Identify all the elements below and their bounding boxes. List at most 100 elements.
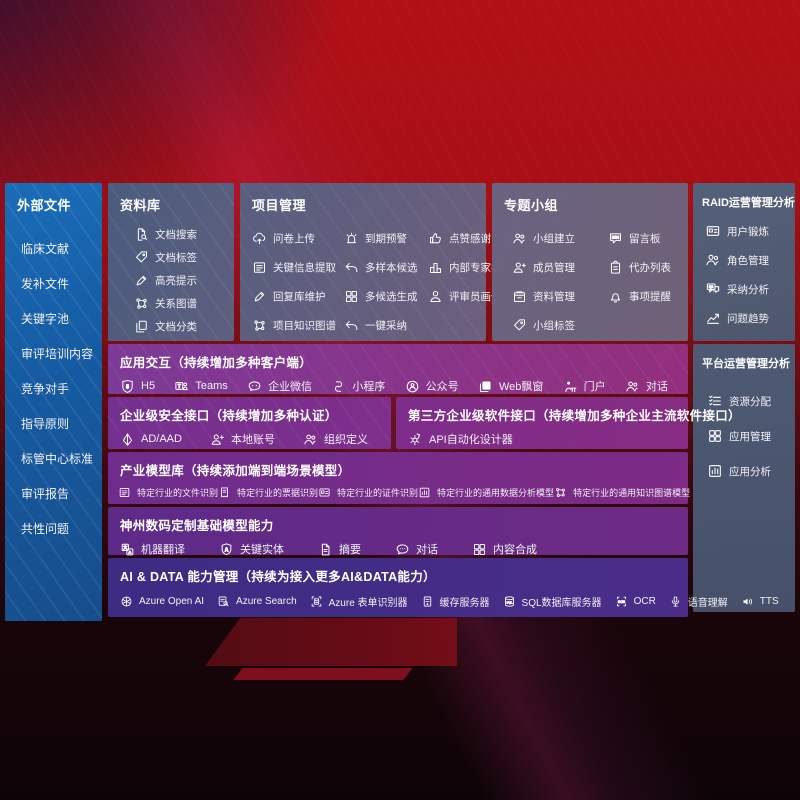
interaction-item: 企业微信 [247,378,312,394]
base-model-item: 机器翻译 [120,541,185,557]
portal-icon [563,379,578,394]
project-item: 项目知识图谱 [252,311,344,340]
raid-item: 问题趋势 [705,310,791,326]
project-item: 评审员画像 [428,282,502,311]
group-icon [705,252,721,268]
data-model-icon [418,486,431,499]
thirdparty-interface-list: API自动化设计器 [396,424,688,447]
security-item: 本地账号 [210,431,275,447]
raid-item: 用户锻炼 [705,223,791,239]
thirdparty-interface-title: 第三方企业级软件接口（持续增加多种企业主流软件接口） [408,409,741,423]
org-define-icon [303,432,318,447]
library-item: 文档搜索 [134,227,228,242]
tts-icon [741,595,754,608]
ai-data-title: AI & DATA 能力管理（持续为接入更多AI&DATA能力） [120,570,436,584]
library-item: 文档标签 [134,250,228,265]
project-management-grid: 问卷上传 关键信息提取 回复库维护 项目知识图谱 [240,214,512,348]
member-add-icon [512,260,527,275]
cloud-upload-icon [252,231,267,246]
teams-icon [174,379,189,394]
highlight-pen-icon [134,273,149,288]
highlight-pen-icon [252,289,267,304]
project-item: 一键采纳 [344,311,428,340]
external-file-item: 共性问题 [21,522,70,536]
ai-data-list: Azure Open AI Azure Search Azure 表单识别器 缓… [108,585,779,609]
thumbs-up-icon [428,231,443,246]
external-file-item: 标管中心标准 [21,452,94,466]
tag-icon [134,250,149,265]
ad-aad-icon [120,432,135,447]
document-search-icon [134,227,149,242]
h5-icon [120,379,135,394]
person-icon [428,289,443,304]
bell-icon [608,289,623,304]
industry-model-item: 特定行业的票据识别 [218,486,318,499]
ai-data-item: 语音理解 [669,594,728,609]
local-account-icon [210,432,225,447]
receipt-icon [218,486,231,499]
group-item: 小组建立 [512,224,608,253]
panel-topic-groups: 专题小组 小组建立 成员管理 资料管理 [492,183,688,341]
project-item: 回复库维护 [252,282,344,311]
interaction-item: 对话 [625,378,668,394]
form-recognizer-icon [310,595,323,608]
industry-model-item: 特定行业的文件识别 [118,486,218,499]
row-ai-data: AI & DATA 能力管理（持续为接入更多AI&DATA能力） Azure O… [108,558,779,617]
cache-server-icon [421,595,434,608]
interaction-item: 门户 [563,378,606,394]
ai-data-item: OCR [615,595,656,608]
ai-data-item: TTS [741,595,779,608]
compose-grid-icon [472,542,487,557]
external-file-item: 发补文件 [21,277,70,291]
industry-model-item: 特定行业的证件识别 [318,486,418,499]
ai-data-item: SQL数据库服务器 [503,594,602,609]
ai-data-item: 缓存服务器 [421,594,490,609]
platform-item: 应用管理 [707,428,791,444]
external-files-title: 外部文件 [17,198,72,213]
base-model-item: 关键实体 [219,541,284,557]
reply-arrow-icon [344,260,359,275]
external-file-item: 审评培训内容 [21,347,94,361]
background-red-bar [233,668,413,680]
external-files-list: 临床文献 发补文件 关键字池 审评培训内容 竞争对手 [5,214,102,537]
thirdparty-item: API自动化设计器 [408,431,513,447]
api-designer-icon [408,432,423,447]
project-management-title: 项目管理 [252,198,307,213]
ai-data-item: Azure 表单识别器 [310,594,408,609]
document-library-title: 资料库 [120,198,161,213]
panel-raid-analysis: RAID运营管理分析 用户锻炼 角色管理 采纳分析 [693,183,795,341]
group-item: 成员管理 [512,253,608,282]
row-security-interface: 企业级安全接口（持续增加多种认证） AD/AAD 本地账号 组织定义 [108,397,391,449]
entity-shield-icon [219,542,234,557]
platform-item: 资源分配 [707,393,791,409]
group-item: 事项提醒 [608,282,692,311]
qa-chat-icon [705,281,721,297]
external-file-item: 竞争对手 [21,382,70,396]
app-interaction-list: H5 Teams 企业微信 小程序 [108,371,688,394]
project-item: 多样本候选 [344,253,428,282]
doc-summary-icon [318,542,333,557]
kg-model-icon [554,486,567,499]
interaction-item: H5 [120,379,155,394]
external-file-item: 指导原则 [21,417,70,431]
panel-external-files: 外部文件 临床文献 发补文件 关键字池 审评培训内容 [5,183,102,621]
cert-card-icon [318,486,331,499]
panel-platform-analysis: 平台运营管理分析 资源分配 应用管理 应用分析 [693,344,795,612]
app-interaction-title: 应用交互（持续增加多种客户端） [120,356,313,370]
row-app-interaction: 应用交互（持续增加多种客户端） H5 Teams 企业微信 [108,344,688,394]
ai-data-item: Azure Open AI [120,595,204,608]
external-file-item: 临床文献 [21,242,70,256]
interaction-item: Web飘窗 [478,378,543,394]
raid-item: 采纳分析 [705,281,791,297]
group-item: 留言板 [608,224,692,253]
base-model-title: 神州数码定制基础模型能力 [120,519,274,533]
base-model-item: 摘要 [318,541,361,557]
doc-category-icon [134,319,149,334]
relation-graph-icon [134,296,149,311]
row-base-model: 神州数码定制基础模型能力 机器翻译 关键实体 摘要 [108,507,688,557]
external-file-item: 关键字池 [21,312,70,326]
row-thirdparty-interface: 第三方企业级软件接口（持续增加多种企业主流软件接口） API自动化设计器 [396,397,741,449]
interaction-item: Teams [174,379,228,394]
base-model-item: 内容合成 [472,541,537,557]
group-icon [512,231,527,246]
